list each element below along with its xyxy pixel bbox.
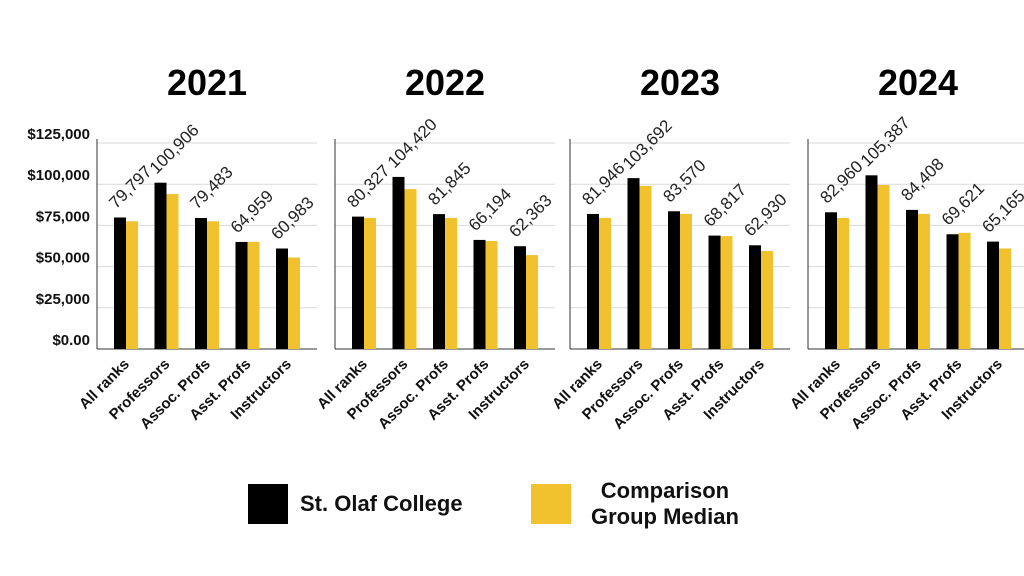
bar-comparison-2023 [720,236,733,349]
bar-st-olaf-2021 [154,182,167,349]
y-tick-label: $75,000 [36,208,90,225]
y-tick-label: $125,000 [27,126,90,143]
data-label-2021: 100,906 [146,121,203,178]
legend-label-st-olaf: St. Olaf College [300,491,463,516]
bar-st-olaf-2023 [708,235,721,349]
chart-title-2023: 2023 [640,62,720,103]
bar-st-olaf-2023 [587,213,599,349]
bar-comparison-2021 [288,257,300,349]
y-tick-label: $0.00 [52,332,90,349]
bar-comparison-2024 [999,248,1011,349]
bar-comparison-2021 [207,221,219,349]
bar-st-olaf-2023 [627,178,640,349]
legend-label-comparison: Comparison Group Median [591,478,739,530]
bar-st-olaf-2021 [114,217,126,349]
legend-item-comparison: Comparison Group Median [531,478,739,530]
bar-comparison-2022 [364,217,376,349]
chart-title-2021: 2021 [167,62,247,103]
legend-item-st-olaf: St. Olaf College [248,484,463,524]
data-label-2024: 82,960 [816,157,866,207]
legend-swatch-comparison [531,484,571,524]
chart-title-2024: 2024 [878,62,958,103]
y-tick-label: $100,000 [27,167,90,184]
bar-comparison-2023 [639,185,652,349]
data-label-2024: 105,387 [857,113,914,170]
bar-comparison-2022 [526,255,538,349]
data-label-2024: 84,408 [897,155,947,205]
bar-st-olaf-2024 [906,209,918,349]
bar-st-olaf-2024 [987,241,999,349]
bar-comparison-2021 [247,241,260,349]
legend-swatch-st-olaf [248,484,288,524]
data-label-2023: 62,930 [740,190,790,240]
bar-st-olaf-2022 [352,216,364,349]
data-label-2023: 81,946 [578,159,628,209]
legend-label-comparison-line2: Group Median [591,504,739,529]
bar-st-olaf-2022 [473,239,486,349]
data-label-2022: 80,327 [343,161,393,211]
bar-comparison-2024 [918,213,930,349]
data-label-2021: 79,483 [186,163,236,213]
bar-st-olaf-2022 [514,246,526,349]
data-label-2023: 103,692 [619,116,676,173]
chart-title-2022: 2022 [405,62,485,103]
data-label-2021: 79,797 [105,162,155,212]
bar-comparison-2022 [485,241,498,349]
bar-comparison-2024 [958,232,971,349]
bar-comparison-2021 [166,194,179,349]
bar-comparison-2021 [126,221,138,349]
bar-st-olaf-2021 [235,241,248,349]
bar-st-olaf-2023 [668,211,680,349]
bar-st-olaf-2024 [865,175,878,349]
bar-comparison-2022 [445,217,457,349]
bar-comparison-2024 [837,217,849,349]
data-label-2023: 68,817 [700,180,750,230]
bar-st-olaf-2022 [433,214,445,349]
data-label-2023: 83,570 [659,156,709,206]
y-tick-label: $50,000 [36,250,90,267]
bar-st-olaf-2021 [195,218,207,349]
bar-st-olaf-2022 [392,176,405,349]
bar-comparison-2024 [877,185,890,349]
legend-label-comparison-line1: Comparison [600,478,730,503]
bar-st-olaf-2023 [749,245,761,349]
legend: St. Olaf College Comparison Group Median [0,478,1024,548]
bar-comparison-2023 [680,213,692,349]
bar-comparison-2022 [404,189,417,349]
y-tick-label: $25,000 [36,291,90,308]
bar-comparison-2023 [761,250,773,349]
bar-st-olaf-2024 [825,212,837,349]
bar-comparison-2023 [599,217,611,349]
bar-st-olaf-2021 [276,248,288,349]
bar-st-olaf-2024 [946,234,959,349]
